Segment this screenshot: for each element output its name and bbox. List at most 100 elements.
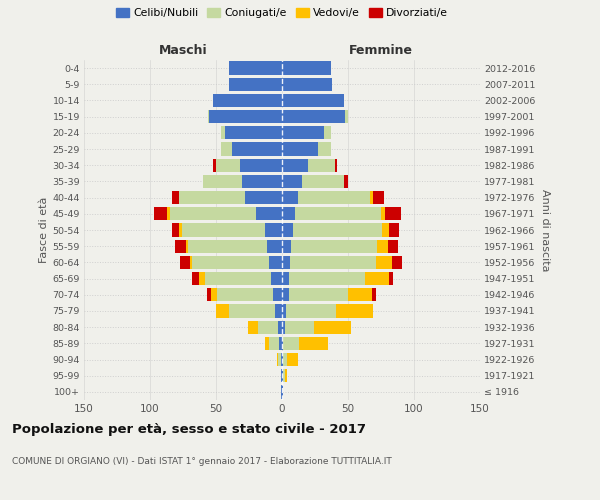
Bar	[336, 304, 373, 318]
Bar	[282, 78, 332, 91]
Bar	[268, 240, 282, 253]
Bar	[208, 110, 209, 124]
Bar	[232, 142, 282, 156]
Bar	[344, 175, 348, 188]
Bar	[240, 158, 282, 172]
Bar	[229, 304, 275, 318]
Bar	[172, 191, 179, 204]
Bar	[282, 191, 298, 204]
Bar	[282, 240, 291, 253]
Bar	[365, 272, 389, 285]
Bar	[282, 142, 317, 156]
Bar	[245, 191, 282, 204]
Bar	[275, 304, 282, 318]
Bar	[211, 288, 217, 302]
Bar	[282, 272, 289, 285]
Bar	[182, 224, 265, 236]
Bar	[382, 224, 389, 236]
Bar	[214, 94, 282, 107]
Bar	[221, 126, 225, 140]
Legend: Celibi/Nubili, Coniugati/e, Vedovi/e, Divorziati/e: Celibi/Nubili, Coniugati/e, Vedovi/e, Di…	[114, 6, 450, 20]
Bar	[376, 256, 392, 269]
Bar	[372, 288, 376, 302]
Bar	[199, 272, 205, 285]
Bar	[269, 256, 282, 269]
Bar	[281, 353, 282, 366]
Bar	[175, 240, 185, 253]
Bar	[287, 353, 298, 366]
Bar	[282, 320, 284, 334]
Bar	[269, 336, 280, 350]
Bar	[286, 304, 336, 318]
Text: COMUNE DI ORGIANO (VI) - Dati ISTAT 1° gennaio 2017 - Elaborazione TUTTITALIA.IT: COMUNE DI ORGIANO (VI) - Dati ISTAT 1° g…	[12, 458, 392, 466]
Bar	[192, 272, 199, 285]
Bar	[370, 191, 373, 204]
Y-axis label: Anni di nascita: Anni di nascita	[539, 188, 550, 271]
Bar	[282, 175, 302, 188]
Bar	[389, 224, 400, 236]
Bar	[280, 336, 282, 350]
Bar	[314, 320, 350, 334]
Bar	[348, 288, 372, 302]
Bar	[302, 175, 344, 188]
Bar	[324, 126, 331, 140]
Bar	[167, 207, 170, 220]
Bar	[278, 353, 281, 366]
Text: Popolazione per età, sesso e stato civile - 2017: Popolazione per età, sesso e stato civil…	[12, 422, 366, 436]
Bar	[221, 142, 232, 156]
Bar	[283, 336, 299, 350]
Bar	[283, 353, 287, 366]
Bar	[271, 272, 282, 285]
Bar	[289, 272, 365, 285]
Bar	[225, 126, 282, 140]
Bar	[281, 386, 282, 398]
Bar	[229, 78, 282, 91]
Bar	[283, 369, 284, 382]
Bar	[258, 320, 278, 334]
Bar	[392, 256, 402, 269]
Bar	[242, 175, 282, 188]
Bar	[289, 288, 348, 302]
Bar	[295, 207, 381, 220]
Bar	[377, 240, 388, 253]
Bar	[248, 320, 258, 334]
Bar	[282, 336, 283, 350]
Bar	[385, 207, 401, 220]
Bar	[265, 224, 282, 236]
Bar	[192, 256, 269, 269]
Bar	[381, 207, 385, 220]
Bar	[282, 94, 344, 107]
Bar	[256, 207, 282, 220]
Bar	[170, 207, 256, 220]
Bar	[282, 62, 331, 74]
Bar	[282, 207, 295, 220]
Bar	[373, 191, 383, 204]
Bar	[179, 224, 182, 236]
Bar	[346, 110, 348, 124]
Bar	[217, 288, 273, 302]
Text: Femmine: Femmine	[349, 44, 413, 58]
Bar	[388, 240, 398, 253]
Bar	[291, 240, 377, 253]
Bar	[282, 110, 346, 124]
Bar	[293, 224, 382, 236]
Bar	[229, 62, 282, 74]
Bar	[308, 158, 335, 172]
Bar	[335, 158, 337, 172]
Bar	[181, 256, 190, 269]
Bar	[389, 272, 393, 285]
Bar	[277, 353, 278, 366]
Bar	[290, 256, 376, 269]
Bar	[273, 288, 282, 302]
Bar	[282, 256, 290, 269]
Bar	[282, 126, 324, 140]
Bar	[298, 191, 370, 204]
Y-axis label: Fasce di età: Fasce di età	[40, 197, 49, 263]
Bar	[278, 320, 282, 334]
Bar	[282, 158, 308, 172]
Bar	[282, 369, 283, 382]
Bar	[282, 304, 286, 318]
Bar	[265, 336, 269, 350]
Bar	[179, 191, 245, 204]
Bar	[214, 158, 216, 172]
